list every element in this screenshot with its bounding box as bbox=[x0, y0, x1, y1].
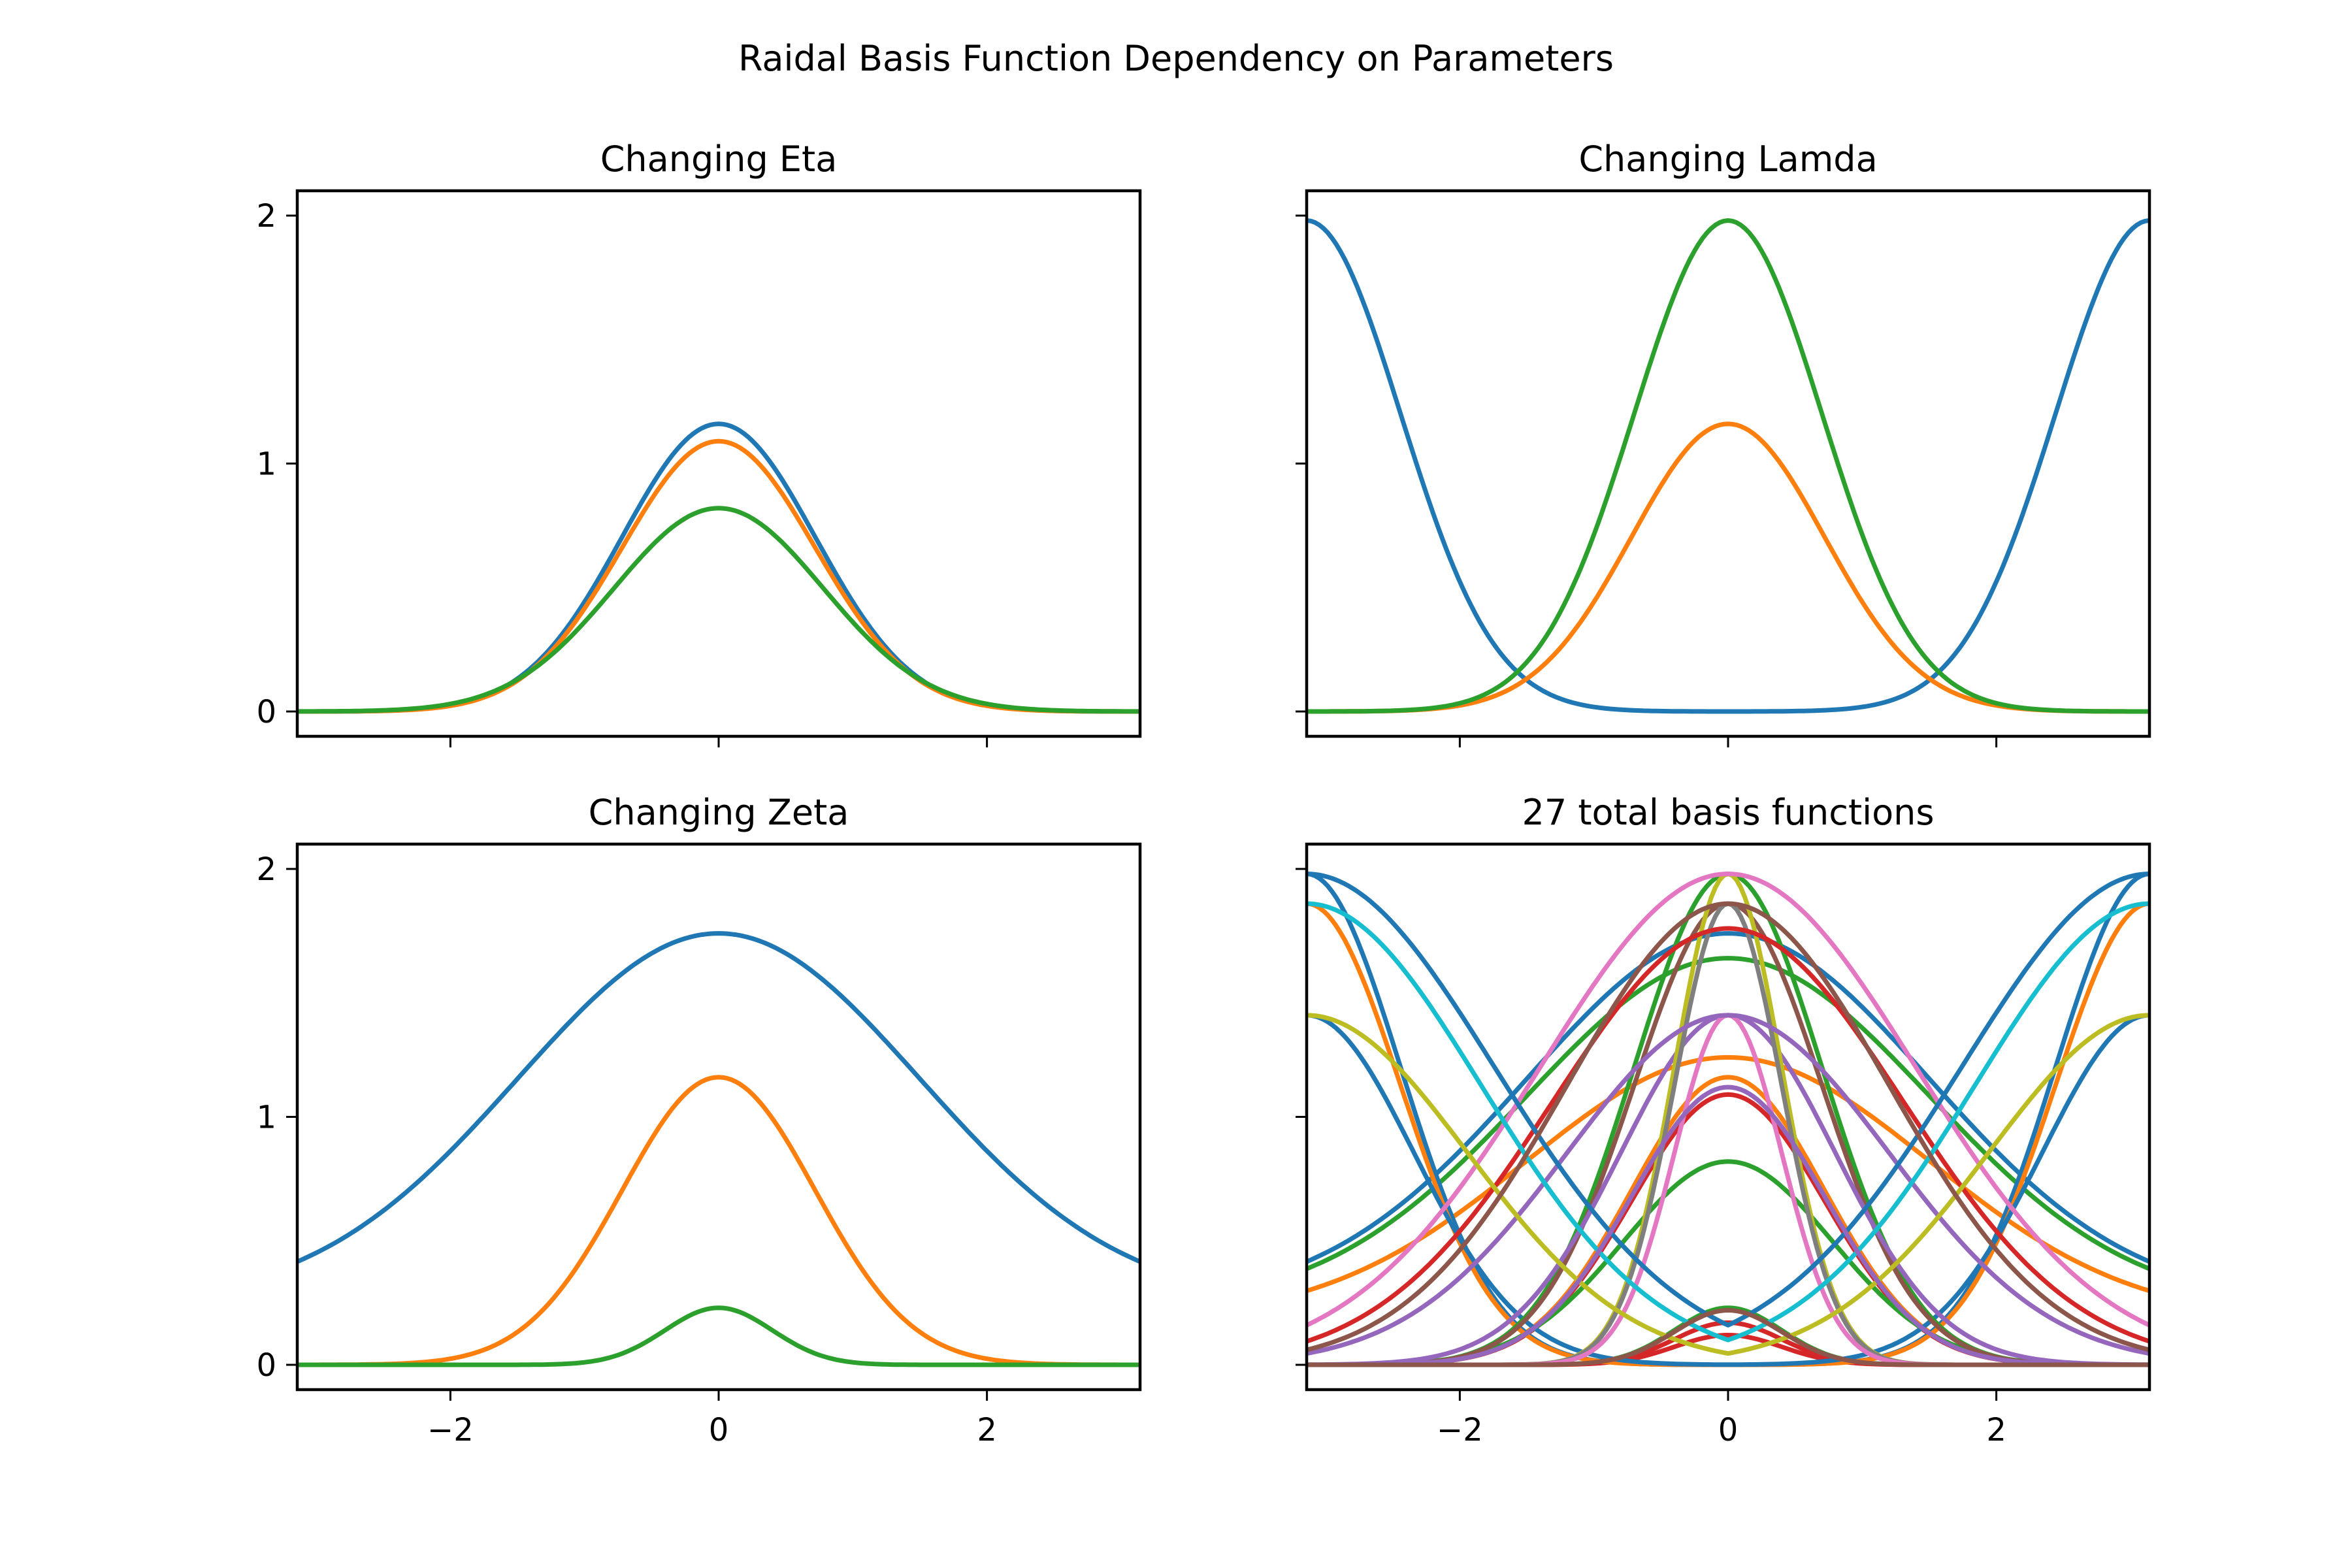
y-tick-label: 0 bbox=[256, 1347, 276, 1384]
series-group bbox=[1307, 872, 2149, 1367]
y-tick-label: 2 bbox=[256, 851, 276, 888]
series-line-27 bbox=[1307, 901, 2149, 1352]
series-line-23 bbox=[1307, 901, 2149, 1343]
y-tick-label: 1 bbox=[256, 446, 276, 483]
y-tick-label: 1 bbox=[256, 1100, 276, 1136]
series-line-25 bbox=[1307, 1085, 2149, 1367]
y-tick-label: 0 bbox=[256, 694, 276, 730]
subplot-4: 27 total basis functions −2 0 2 bbox=[1296, 792, 2151, 1448]
subplot-3: Changing Zeta −2 0 2 0 1 2 bbox=[256, 792, 1142, 1448]
series-line-22 bbox=[1307, 872, 2149, 1328]
series-line-3 bbox=[297, 1305, 1140, 1367]
series-line-3 bbox=[297, 506, 1140, 714]
series-group bbox=[1307, 218, 2149, 714]
series-line-26 bbox=[1307, 1308, 2149, 1367]
series-line-19 bbox=[1307, 872, 2149, 1328]
subplot-title: Changing Eta bbox=[600, 139, 838, 180]
series-line-12 bbox=[1307, 1013, 2149, 1367]
x-tick-label: 0 bbox=[1718, 1412, 1739, 1448]
series-group bbox=[297, 931, 1140, 1367]
subplot-title: Changing Lamda bbox=[1578, 139, 1877, 180]
series-line-4 bbox=[1307, 956, 2149, 1271]
series-line-3 bbox=[1307, 218, 2149, 714]
series-line-1 bbox=[297, 931, 1140, 1264]
subplot-title: Changing Zeta bbox=[589, 792, 849, 833]
series-line-1 bbox=[1307, 218, 2149, 714]
x-tick-label: 2 bbox=[1986, 1412, 2006, 1448]
series-line-2 bbox=[297, 1075, 1140, 1367]
x-tick-label: 0 bbox=[709, 1412, 729, 1448]
series-line-1 bbox=[1307, 931, 2149, 1264]
subplot-1: Changing Eta 0 1 2 bbox=[256, 139, 1142, 747]
series-line-21 bbox=[1307, 1013, 2149, 1356]
y-tick-label: 2 bbox=[256, 198, 276, 235]
series-line-24 bbox=[1307, 1013, 2149, 1356]
x-tick-label: 2 bbox=[977, 1412, 997, 1448]
series-line-20 bbox=[1307, 926, 2149, 1344]
subplot-grid: Changing Eta 0 1 2 Changing Lamda Changing Ze… bbox=[256, 139, 2151, 1448]
subplot-title: 27 total basis functions bbox=[1522, 792, 1934, 833]
x-tick-label: −2 bbox=[1437, 1412, 1483, 1448]
x-tick-label: −2 bbox=[427, 1412, 474, 1448]
figure-suptitle: Raidal Basis Function Dependency on Para… bbox=[738, 38, 1614, 79]
subplot-2: Changing Lamda bbox=[1296, 139, 2151, 747]
series-group bbox=[297, 421, 1140, 714]
